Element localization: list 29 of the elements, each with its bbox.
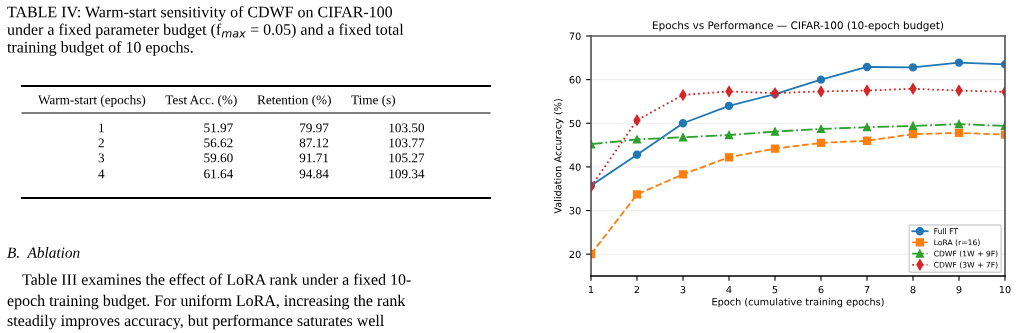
text: B. Ablation [7,247,80,258]
text: epoch training budget. For uniform LoRA, increasing the rank [7,294,406,310]
text: steadily improves accuracy, but performance saturates well [7,314,384,330]
text: Table III examines the effect of LoRA rank under a fixed 10- [22,273,411,285]
y-tick-label: 30 [569,207,581,215]
x-tick-label: 5 [772,286,778,294]
y-tick-label: 50 [569,119,581,128]
x-tick-label: 9 [956,285,962,294]
x-axis-title: Epoch (cumulative training epochs) [712,297,884,308]
x-tick-label: 6 [818,285,824,294]
chart-title: TABLE IV: Warm-start sensitivity of CDWF on CIFAR-100 under a fixed parameter budget (f$_{max}$ = 0.05) and a fixed total training budget of 10 epochs. [7,6,404,56]
x-tick-label: 1 [588,286,594,294]
x-tick-label: 10 [999,285,1011,294]
text: 1 51.97 79.97 103.50 [99,123,425,133]
x-tick-label: 8 [910,285,916,294]
x-tick-label: 3 [680,285,686,294]
y-tick-label: 40 [569,163,581,171]
y-tick-label: 70 [569,32,581,40]
x-tick-label: 4 [726,286,732,294]
x-tick-label: 2 [634,285,640,294]
text: 2 56.62 87.12 103.77 [98,138,425,148]
x-tick-label: 7 [864,286,870,294]
text: Warm-start (epochs) Test Acc. (%) Retention (%) Time (s) [38,95,396,107]
y-tick-label: 20 [569,250,581,259]
chart-title: Epochs vs Performance — CIFAR-100 (10-epoch budget) [653,21,944,32]
y-axis-title: Validation Accuracy (%) [553,99,564,214]
y-tick-label: 60 [569,76,581,84]
text: 3 59.60 91.71 105.27 [98,153,425,163]
text: 4 61.64 94.84 109.34 [98,169,425,179]
